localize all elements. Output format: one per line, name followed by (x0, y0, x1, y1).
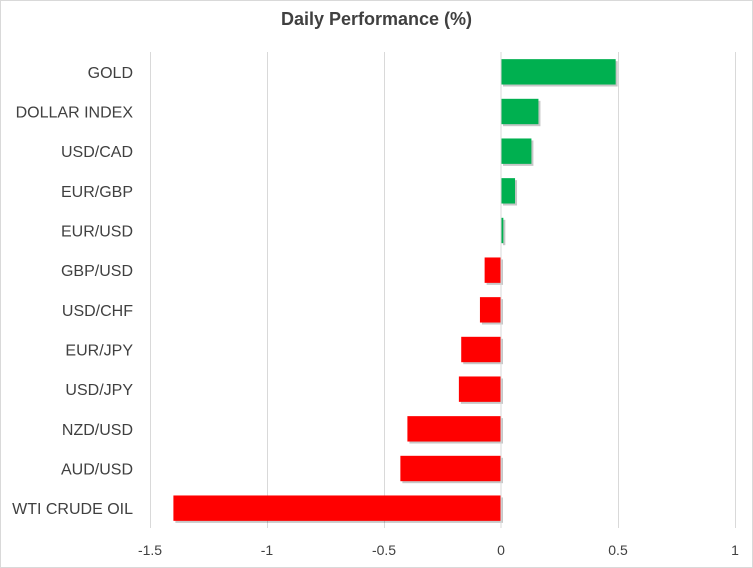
category-label: USD/CAD (61, 144, 133, 161)
bar (501, 98, 539, 125)
category-label: EUR/JPY (65, 343, 133, 360)
category-label: DOLLAR INDEX (16, 105, 134, 122)
chart-title: Daily Performance (%) (280, 9, 473, 29)
category-label: GBP/USD (61, 263, 133, 280)
category-label: AUD/USD (61, 462, 133, 479)
bar (501, 138, 532, 164)
bar (501, 217, 504, 244)
bar (501, 59, 616, 85)
category-label: EUR/USD (61, 224, 133, 241)
x-tick-label: -1.5 (138, 542, 162, 558)
bar (479, 297, 501, 323)
bar (173, 495, 501, 521)
bar (461, 336, 501, 363)
bar (484, 257, 501, 283)
category-label: GOLD (88, 65, 133, 82)
bar (458, 376, 501, 402)
x-tick-label: -0.5 (372, 542, 396, 558)
category-label: NZD/USD (62, 422, 133, 439)
bar-shadow (503, 219, 506, 246)
category-label: EUR/GBP (61, 184, 133, 201)
x-tick-label: 1 (731, 542, 739, 558)
bar (501, 178, 516, 204)
category-label: USD/CHF (62, 303, 133, 320)
x-tick-label: 0 (497, 542, 505, 558)
x-tick-label: -1 (261, 542, 274, 558)
category-label: WTI CRUDE OIL (12, 501, 133, 518)
category-label: USD/JPY (65, 382, 133, 399)
x-tick-label: 0.5 (608, 542, 628, 558)
bar (400, 455, 501, 482)
bar (407, 416, 501, 442)
